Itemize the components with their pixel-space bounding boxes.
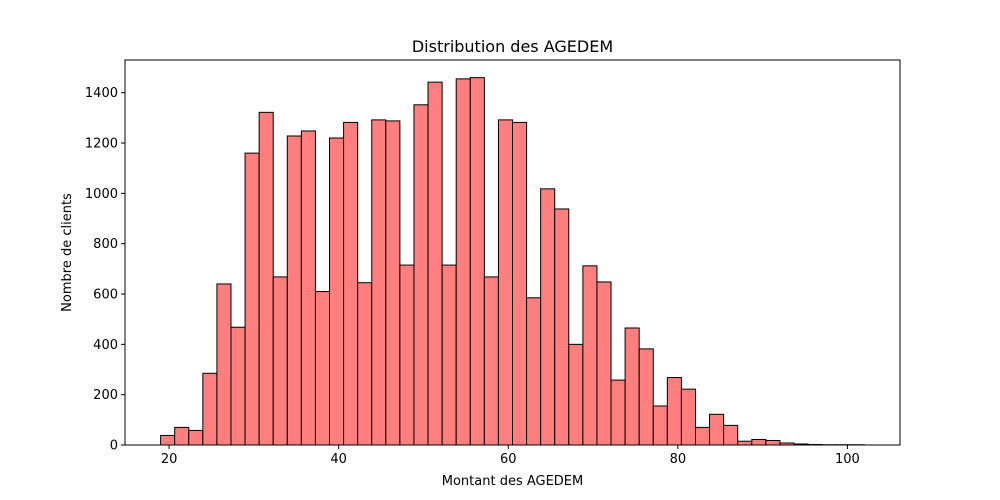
x-tick-label: 40	[330, 452, 347, 467]
histogram-bar	[807, 443, 823, 446]
histogram-bar	[385, 120, 401, 446]
histogram-bar	[694, 426, 711, 446]
histogram-bar	[427, 81, 443, 446]
histogram-bar	[357, 282, 373, 446]
histogram-bar	[737, 440, 753, 446]
histogram-bar	[300, 130, 316, 446]
histogram-bar	[329, 137, 345, 446]
histogram-bar	[314, 291, 331, 446]
histogram-bar	[343, 121, 359, 446]
histogram-bar	[751, 438, 767, 446]
histogram-bar	[399, 264, 415, 446]
x-tick-label: 20	[161, 452, 178, 467]
y-tick-label: 400	[93, 338, 118, 353]
histogram-bar	[610, 379, 626, 446]
y-tick-label: 1000	[85, 187, 118, 202]
histogram-bar	[455, 78, 471, 446]
y-tick-label: 200	[93, 388, 118, 403]
histogram-bar	[666, 377, 682, 446]
histogram-bar	[582, 265, 598, 446]
x-tick-label: 100	[835, 452, 860, 467]
chart-title: Distribution des AGEDEM	[412, 37, 613, 56]
histogram-bar	[624, 327, 640, 446]
histogram-bar	[258, 111, 274, 446]
histogram-bar	[793, 443, 809, 446]
y-tick-label: 1400	[85, 86, 118, 101]
histogram-bar	[709, 413, 725, 446]
y-tick-label: 1200	[85, 137, 118, 152]
x-tick-label: 60	[500, 452, 517, 467]
histogram-bar	[469, 77, 485, 446]
histogram-bar	[272, 276, 288, 446]
histogram-bar	[497, 119, 513, 446]
histogram-bar	[540, 188, 556, 446]
histogram-bar	[413, 104, 429, 446]
histogram-bar	[244, 152, 260, 446]
x-axis-ticks: 20 40 60 80 100	[161, 445, 860, 467]
histogram-bar	[680, 388, 696, 446]
histogram-bar	[174, 426, 190, 446]
histogram-bar	[160, 434, 176, 446]
y-tick-label: 600	[93, 288, 118, 303]
y-axis-ticks: 0 200 400 600 800 1000 1200 1400	[85, 86, 125, 454]
histogram-bar	[286, 135, 302, 446]
histogram-bar	[202, 372, 218, 446]
histogram-bar	[723, 424, 739, 446]
histogram-bar	[596, 281, 612, 446]
histogram-bar	[638, 348, 654, 446]
y-tick-label: 0	[110, 439, 118, 454]
histogram-bar	[568, 343, 584, 446]
histogram-bar	[512, 121, 528, 446]
y-tick-label: 800	[93, 237, 118, 252]
histogram-bars	[160, 77, 865, 446]
x-tick-label: 80	[670, 452, 687, 467]
histogram-bar	[371, 119, 387, 446]
x-axis-title: Montant des AGEDEM	[442, 474, 584, 489]
histogram-bar	[188, 429, 204, 446]
histogram-bar	[216, 283, 232, 446]
histogram-bar	[652, 405, 668, 446]
histogram-bar	[526, 297, 542, 446]
histogram-bar	[483, 276, 499, 446]
y-axis-title: Nombre de clients	[60, 193, 75, 312]
histogram-bar	[230, 326, 246, 446]
histogram-bar	[765, 439, 781, 446]
histogram-bar	[779, 442, 795, 446]
histogram-bar	[554, 208, 570, 446]
plot-area: 20 40 60 80 100 0 200 400 600 800 1000 1200 1400	[85, 59, 901, 467]
histogram-bar	[441, 264, 457, 446]
